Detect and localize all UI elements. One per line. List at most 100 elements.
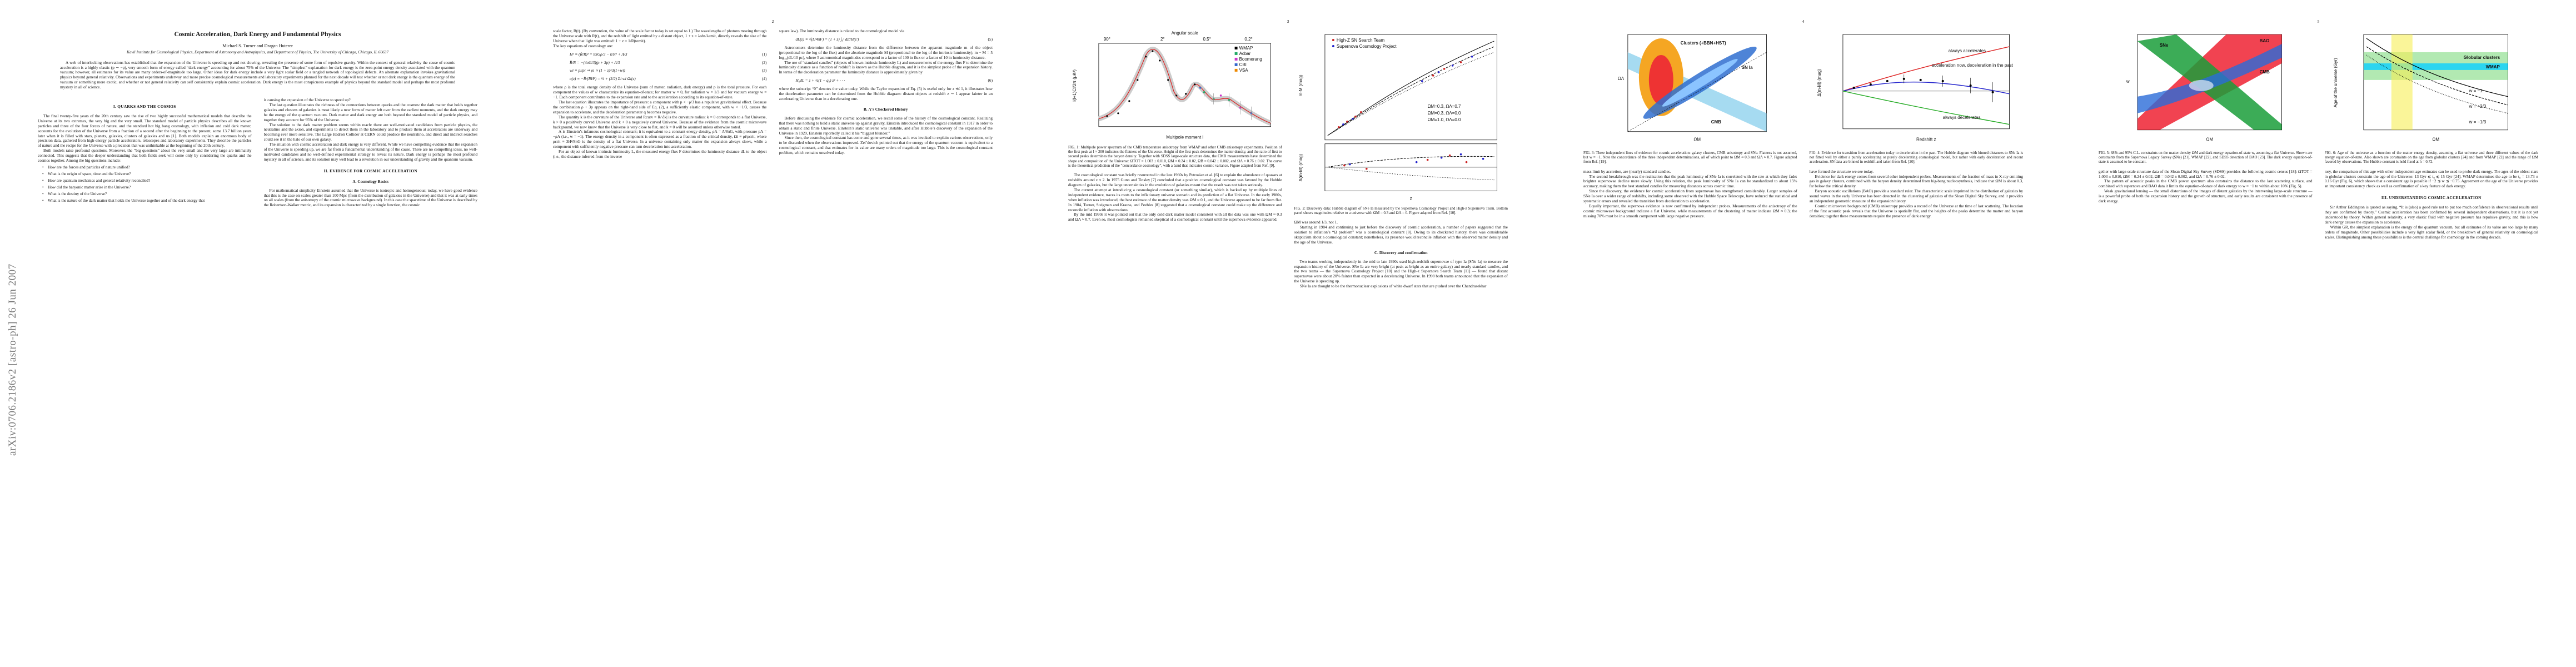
paragraph: For an object of known intrinsic luminos…: [553, 149, 767, 159]
column: scale factor, R(t). (By convention, the …: [553, 29, 767, 650]
figure-label: SN Ia: [1742, 65, 1753, 70]
figure-label: ΩM=1.0, ΩΛ=0.0: [1427, 117, 1461, 122]
figure-label: always decelerates: [1942, 115, 1980, 120]
figure-label: w = −1: [2468, 88, 2482, 93]
figure: Globular clusters WMAP Age of the univer…: [2324, 30, 2539, 165]
column: I. QUARKS AND THE COSMOS The final twenty…: [38, 98, 252, 650]
paragraph: Since the discovery, the evidence for co…: [1583, 188, 1797, 204]
paragraph: Weak gravitational lensing — the small d…: [2099, 188, 2313, 204]
figure-label: ΩM=0.3, ΩΛ=0.0: [1427, 111, 1461, 116]
paragraph: The quantity k is the curvature of the U…: [553, 114, 767, 130]
axis-label: ΩM: [2206, 137, 2213, 142]
axis-label: w: [2126, 79, 2130, 84]
page: 2 scale factor, R(t). (By convention, the…: [515, 0, 1030, 667]
equation-number: (5): [988, 36, 993, 42]
paragraph: square law). The luminosity distance is …: [779, 29, 905, 33]
legend-label: VSA: [1239, 68, 1249, 73]
columns: Angular scale 90° 2° 0.5° 0.2° WMAP Acba…: [1068, 29, 1508, 650]
paragraph: gether with large-scale structure data o…: [2099, 168, 2313, 179]
page-number: 3: [1287, 19, 1289, 24]
paragraph: The final twenty-five years of the 20th …: [38, 113, 252, 148]
figure-label: BAO: [2260, 38, 2270, 43]
figure-label: Globular clusters: [2463, 55, 2500, 60]
paragraph: The second breakthrough was the realizat…: [1583, 173, 1797, 189]
axis-label: ΩΛ: [1618, 76, 1625, 81]
figure-art: Clusters (+BBN+HST) SN Ia CMB ΩΛ ΩM: [1618, 34, 1767, 142]
paragraph: Within GR, the simplest explanation is t…: [2324, 224, 2539, 240]
figure-art: always accelerates acceleration now, dec…: [1816, 34, 2013, 142]
figure-label: 0.5°: [1203, 37, 1211, 42]
equation-number: (6): [988, 78, 993, 83]
paragraph: mass limit by accretion, are (nearly) st…: [1583, 168, 1671, 174]
axis-label: Δ(m-M) (mag): [1816, 69, 1821, 97]
authors: Michael S. Turner and Dragan Huterer: [222, 43, 293, 48]
figure-art: Globular clusters WMAP Age of the univer…: [2333, 34, 2508, 142]
figure: Angular scale 90° 2° 0.5° 0.2° WMAP Acba…: [1068, 30, 1282, 168]
figure: BAO SNe CMB w ΩM FIG. 5: 68% and 95% C.L…: [2099, 30, 2313, 165]
axis-label: Δ(m-M) (mag): [1298, 154, 1303, 182]
affiliation: Kavli Institute for Cosmological Physics…: [126, 49, 389, 54]
legend-label: Acbar: [1239, 51, 1251, 56]
paragraph: Since then, the cosmological constant ha…: [779, 135, 993, 156]
equation: wi ≡ pi/ρi ⇒ ρi ∝ (1 + z)^3(1+wi) (3): [570, 68, 767, 73]
equation: H₀dL = z + ½(1 − q₀) z² + · · · (6): [796, 78, 993, 83]
paragraph: Before discussing the evidence for cosmi…: [779, 115, 993, 136]
legend-label: Supernova Cosmology Project: [1336, 44, 1396, 49]
paragraph: Astronomers determine the luminosity dis…: [779, 44, 993, 60]
page: 4 Clusters (+BBN+HST) SN Ia CMB ΩΛ ΩM FI…: [1546, 0, 2061, 667]
paper-title: Cosmic Acceleration, Dark Energy and Fun…: [174, 31, 341, 38]
paragraph: ΩM was around 1/3, not 1.: [1294, 220, 1338, 225]
paragraph: For mathematical simplicity Einstein ass…: [263, 187, 478, 208]
axis-label: z: [1409, 196, 1412, 201]
page-number: 5: [2317, 19, 2320, 24]
legend-label: CBI: [1239, 62, 1247, 67]
paragraph: is causing the expansion of the Universe…: [263, 98, 351, 103]
column: Clusters (+BBN+HST) SN Ia CMB ΩΛ ΩM FIG.…: [1583, 29, 1797, 650]
figure-label: SNe: [2160, 43, 2169, 48]
paragraph: where ρ is the total energy density of t…: [553, 84, 767, 100]
figure-caption: FIG. 6: Age of the universe as a functio…: [2324, 151, 2539, 165]
paper-header: Cosmic Acceleration, Dark Energy and Fun…: [38, 29, 477, 90]
list-item: What is the nature of the dark matter th…: [38, 198, 252, 203]
equation-body: dL(z) ≡ √(L/4πF) = (1 + z) ∫₀ᶻ dz′/H(z′): [795, 36, 859, 42]
paragraph: Λ is Einstein’s infamous cosmological co…: [553, 129, 767, 150]
equation: R̈/R = −(4πG/3)(ρ + 3p) + Λ/3 (2): [570, 59, 767, 66]
figure-label: Clusters (+BBN+HST): [1681, 41, 1726, 46]
figure: always accelerates acceleration now, dec…: [1809, 30, 2024, 165]
equation-body: wi ≡ pi/ρi ⇒ ρi ∝ (1 + z)^3(1+wi): [570, 68, 625, 73]
figure-caption: FIG. 4: Evidence for transition from acc…: [1809, 151, 2024, 165]
equation-body: H₀dL = z + ½(1 − q₀) z² + · · ·: [795, 78, 845, 83]
list-item: What is the origin of space, time and th…: [38, 171, 252, 177]
figure-label: w = −2/3: [2468, 104, 2486, 109]
legend-label: High-Z SN Search Team: [1336, 38, 1384, 43]
list-item: How are the forces and particles of natu…: [38, 165, 252, 170]
figure-label: ΩM=0.3, ΩΛ=0.7: [1427, 104, 1461, 109]
list-item: How are quantum mechanics and general re…: [38, 178, 252, 183]
figure: High-Z SN Search Team Supernova Cosmolog…: [1294, 30, 1508, 216]
paragraph: The key equations of cosmology are:: [553, 43, 614, 48]
column: is causing the expansion of the Universe…: [264, 98, 478, 650]
paragraph: The last equation illustrates the import…: [553, 99, 767, 115]
axis-label: Redshift z: [1916, 137, 1936, 142]
equation-number: (4): [761, 76, 767, 82]
list-item: What is the destiny of the Universe?: [38, 191, 252, 197]
equation-body: R̈/R = −(4πG/3)(ρ + 3p) + Λ/3: [570, 59, 620, 65]
legend-label: Boomerang: [1239, 57, 1262, 62]
list-item: How did the baryonic matter arise in the…: [38, 185, 252, 190]
equation-body: q(z) ≡ −R̈/(RH²) = ½ + (3/2) Σi wi Ωi(z): [570, 76, 636, 82]
paragraph: Evidence for dark energy comes from seve…: [1809, 173, 2024, 189]
figure-label: always accelerates: [1948, 48, 1985, 53]
columns: BAO SNe CMB w ΩM FIG. 5: 68% and 95% C.L…: [2099, 29, 2538, 650]
equation-number: (3): [761, 68, 767, 73]
section-heading: I. QUARKS AND THE COSMOS: [113, 104, 176, 109]
column: High-Z SN Search Team Supernova Cosmolog…: [1294, 29, 1508, 650]
paragraph: The use of “standard candles” (objects o…: [779, 59, 993, 75]
abstract: A web of interlocking observations has e…: [60, 59, 455, 90]
paragraph: Two teams working independently in the m…: [1294, 258, 1508, 284]
paragraph: The solution to the dark matter problem …: [263, 122, 478, 142]
paragraph: Baryon acoustic oscillations (BAO) provi…: [1809, 188, 2024, 204]
page: 3 Angular scale 90° 2° 0.5° 0.2° WMAP Ac…: [1030, 0, 1546, 667]
paragraph: By the mid 1990s it was pointed out that…: [1068, 212, 1282, 222]
figure-label: Angular scale: [1172, 31, 1199, 36]
equation-number: (1): [761, 51, 767, 57]
